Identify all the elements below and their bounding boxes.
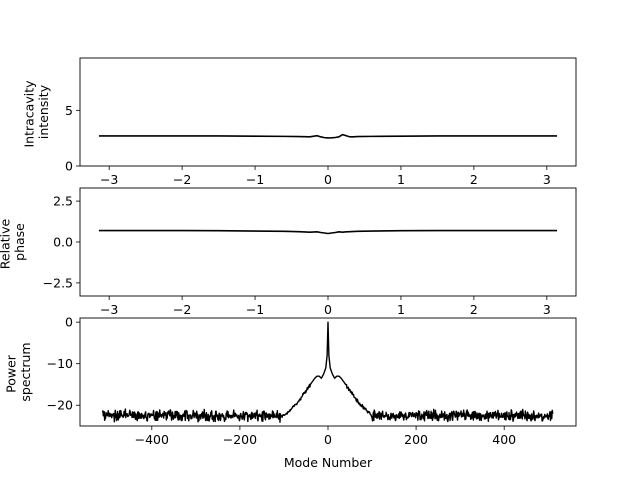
intensity-xtick-label: 1 (397, 172, 405, 187)
phase-ylabel: Relative phase (0, 215, 27, 269)
intensity-xtick-label: −2 (173, 172, 191, 187)
spectrum-panel: −400 −200 0 200 400 −20 −10 0 Power spectrum Mo… (4, 315, 577, 470)
intensity-ylabel-line-1: Intracavity (22, 80, 37, 148)
spectrum-xtick-label: 200 (404, 432, 428, 447)
intensity-ticks: −3 −2 −1 0 1 2 3 0 5 (65, 103, 551, 187)
spectrum-ylabel-line-1: Power (4, 354, 19, 393)
phase-xtick-label: 2 (470, 302, 478, 317)
intensity-panel: −3 −2 −1 0 1 2 3 0 5 Intracavity intensity (22, 57, 577, 187)
intensity-xtick-label: 0 (324, 172, 332, 187)
intensity-ytick-label: 5 (65, 103, 73, 118)
spectrum-ytick-label: −10 (47, 356, 73, 371)
intensity-xtick-label: 2 (470, 172, 478, 187)
phase-xtick-label: 1 (397, 302, 405, 317)
spectrum-xtick-label: −400 (135, 432, 169, 447)
spectrum-ticks: −400 −200 0 200 400 −20 −10 0 (47, 315, 517, 447)
spectrum-xtick-label: 400 (492, 432, 516, 447)
intensity-series-line (98, 133, 558, 139)
spectrum-xtick-label: −200 (223, 432, 257, 447)
phase-ylabel-line-1: Relative (0, 218, 13, 269)
phase-xtick-label: 3 (543, 302, 551, 317)
phase-ytick-label: −2.5 (43, 275, 73, 290)
phase-ylabel-line-2: phase (12, 223, 27, 261)
phase-panel: −3 −2 −1 0 1 2 3 −2.5 0.0 2.5 Relative phase (0, 187, 577, 317)
spectrum-ylabel: Power spectrum (4, 342, 33, 401)
intensity-xtick-label: −3 (100, 172, 118, 187)
phase-ytick-label: 2.5 (53, 194, 73, 209)
intensity-ylabel-line-2: intensity (36, 84, 51, 139)
intensity-ytick-label: 0 (65, 159, 73, 174)
spectrum-series-line (101, 321, 554, 423)
phase-ticks: −3 −2 −1 0 1 2 3 −2.5 0.0 2.5 (43, 194, 551, 317)
spectrum-xtick-label: 0 (324, 432, 332, 447)
intensity-xtick-label: −1 (246, 172, 264, 187)
spectrum-xlabel: Mode Number (284, 455, 373, 470)
phase-xtick-label: −3 (100, 302, 118, 317)
phase-xtick-label: −2 (173, 302, 191, 317)
intensity-ylabel: Intracavity intensity (22, 77, 51, 148)
spectrum-ylabel-line-2: spectrum (18, 342, 33, 401)
spectrum-ytick-label: 0 (65, 315, 73, 330)
phase-xtick-label: −1 (246, 302, 264, 317)
phase-xtick-label: 0 (324, 302, 332, 317)
phase-series-line (98, 229, 558, 235)
phase-ytick-label: 0.0 (53, 235, 73, 250)
spectrum-ytick-label: −20 (47, 398, 73, 413)
intensity-xtick-label: 3 (543, 172, 551, 187)
